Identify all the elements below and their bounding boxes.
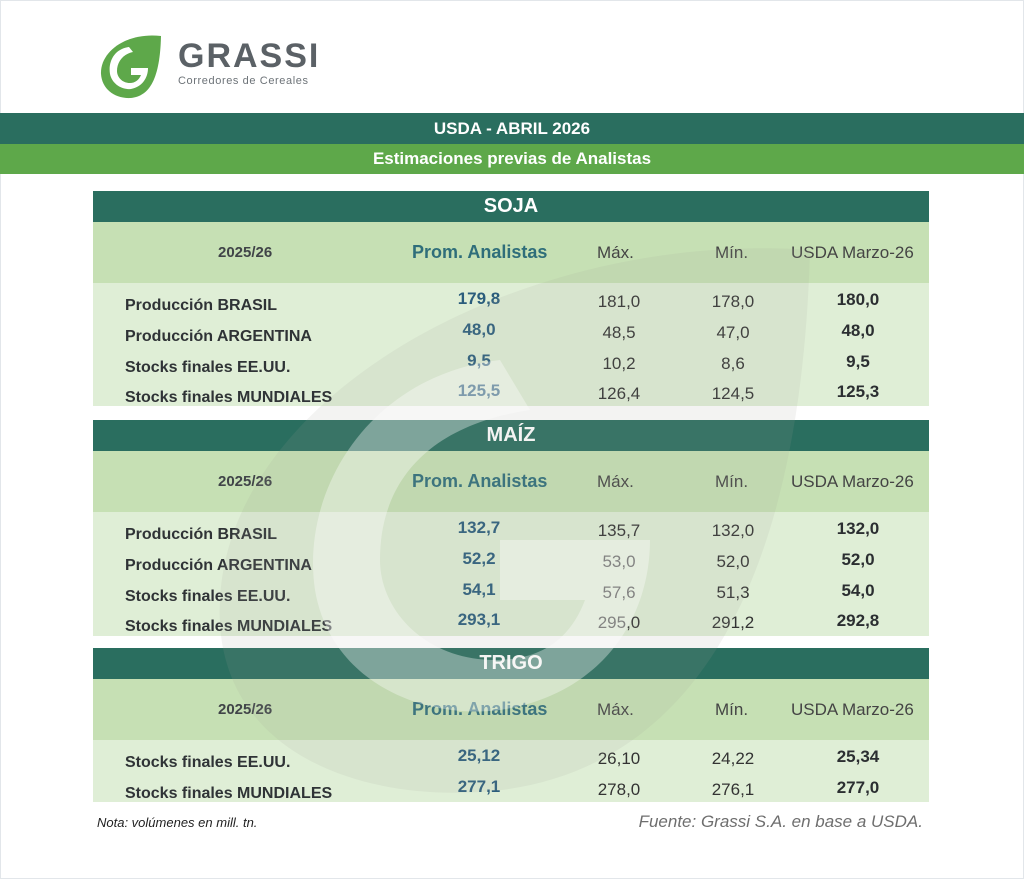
table-row: Stocks finales EE.UU. 25,12 26,10 24,22 … [93,742,929,773]
row-label: Producción BRASIL [125,526,278,543]
section-soja: SOJA 2025/26 Prom. Analistas Máx. Mín. U… [93,191,929,406]
table-row: Stocks finales MUNDIALES 277,1 278,0 276… [93,773,929,804]
row-label: Stocks finales MUNDIALES [125,389,333,406]
col-max: Máx. [597,700,634,719]
row-label: Producción ARGENTINA [125,557,312,574]
row-prom: 125,5 [457,381,501,400]
row-min: 178,0 [711,292,755,311]
brand-tagline: Corredores de Cereales [178,75,309,87]
table-row: Producción BRASIL 179,8 181,0 178,0 180,… [93,285,929,316]
section-body: Stocks finales EE.UU. 25,12 26,10 24,22 … [93,740,929,802]
footnote: Nota: volúmenes en mill. tn. [97,815,258,830]
row-prom: 179,8 [457,289,501,308]
col-year: 2025/26 [218,473,273,490]
col-prom: Prom. Analistas [412,699,548,719]
col-max: Máx. [597,243,634,262]
col-min: Mín. [715,243,749,262]
col-prom: Prom. Analistas [412,242,548,262]
row-min: 276,1 [711,780,755,799]
col-prom: Prom. Analistas [412,471,548,491]
grassi-leaf-logo-icon [100,35,161,99]
row-min: 47,0 [716,323,750,342]
row-usda: 48,0 [841,321,875,340]
table-row: Stocks finales EE.UU. 9,5 10,2 8,6 9,5 [93,347,929,378]
section-title: MAÍZ [93,420,929,451]
col-min: Mín. [715,472,749,491]
section-trigo: TRIGO 2025/26 Prom. Analistas Máx. Mín. … [93,648,929,802]
row-min: 124,5 [711,384,755,403]
row-label: Stocks finales MUNDIALES [125,618,333,635]
brand-name: GRASSI [178,37,321,75]
table-row: Producción ARGENTINA 52,2 53,0 52,0 52,0 [93,545,929,576]
row-max: 26,10 [597,749,641,768]
row-prom: 9,5 [467,351,491,370]
col-usda: USDA Marzo-26 [791,700,914,719]
col-max: Máx. [597,472,634,491]
row-usda: 52,0 [841,550,875,569]
row-max: 48,5 [602,323,636,342]
section-maiz: MAÍZ 2025/26 Prom. Analistas Máx. Mín. U… [93,420,929,636]
report-title: USDA - ABRIL 2026 [0,113,1024,144]
row-prom: 52,2 [462,549,496,568]
row-min: 8,6 [721,354,745,373]
row-label: Stocks finales EE.UU. [125,754,291,771]
column-header-row: 2025/26 Prom. Analistas Máx. Mín. USDA M… [93,222,929,283]
row-prom: 25,12 [457,746,501,765]
row-label: Stocks finales EE.UU. [125,359,291,376]
row-max: 181,0 [597,292,641,311]
row-prom: 277,1 [457,777,501,796]
row-label: Stocks finales EE.UU. [125,588,291,605]
section-body: Producción BRASIL 179,8 181,0 178,0 180,… [93,283,929,406]
row-max: 135,7 [597,521,641,540]
col-year: 2025/26 [218,244,273,261]
section-body: Producción BRASIL 132,7 135,7 132,0 132,… [93,512,929,636]
row-prom: 48,0 [462,320,496,339]
section-title: SOJA [93,191,929,222]
report-subtitle: Estimaciones previas de Analistas [0,144,1024,174]
table-row: Producción ARGENTINA 48,0 48,5 47,0 48,0 [93,316,929,347]
row-prom: 132,7 [457,518,501,537]
column-header-row: 2025/26 Prom. Analistas Máx. Mín. USDA M… [93,451,929,512]
row-max: 57,6 [602,583,636,602]
row-max: 278,0 [597,780,641,799]
row-min: 291,2 [711,613,755,632]
section-title: TRIGO [93,648,929,679]
row-max: 53,0 [602,552,636,571]
row-usda: 9,5 [846,352,870,371]
row-min: 24,22 [711,749,755,768]
row-prom: 293,1 [457,610,501,629]
brand-text: GRASSI Corredores de Cereales [178,38,320,87]
col-min: Mín. [715,700,749,719]
brand-logo: GRASSI Corredores de Cereales [98,34,338,100]
column-header-row: 2025/26 Prom. Analistas Máx. Mín. USDA M… [93,679,929,740]
source-credit: Fuente: Grassi S.A. en base a USDA. [638,812,923,831]
table-row: Producción BRASIL 132,7 135,7 132,0 132,… [93,514,929,545]
table-row: Stocks finales MUNDIALES 125,5 126,4 124… [93,377,929,408]
row-max: 295,0 [597,613,641,632]
row-usda: 54,0 [841,581,875,600]
row-min: 52,0 [716,552,750,571]
col-usda: USDA Marzo-26 [791,243,914,262]
row-usda: 25,34 [836,747,880,766]
col-year: 2025/26 [218,701,273,718]
col-usda: USDA Marzo-26 [791,472,914,491]
row-usda: 292,8 [836,611,880,630]
row-label: Producción BRASIL [125,297,278,314]
row-usda: 180,0 [836,290,880,309]
row-label: Producción ARGENTINA [125,328,312,345]
table-row: Stocks finales MUNDIALES 293,1 295,0 291… [93,606,929,637]
row-min: 132,0 [711,521,755,540]
row-usda: 132,0 [836,519,880,538]
row-usda: 277,0 [836,778,880,797]
row-max: 126,4 [597,384,641,403]
table-row: Stocks finales EE.UU. 54,1 57,6 51,3 54,… [93,576,929,607]
row-min: 51,3 [716,583,750,602]
row-label: Stocks finales MUNDIALES [125,785,333,802]
row-prom: 54,1 [462,580,496,599]
row-usda: 125,3 [836,382,880,401]
row-max: 10,2 [602,354,636,373]
